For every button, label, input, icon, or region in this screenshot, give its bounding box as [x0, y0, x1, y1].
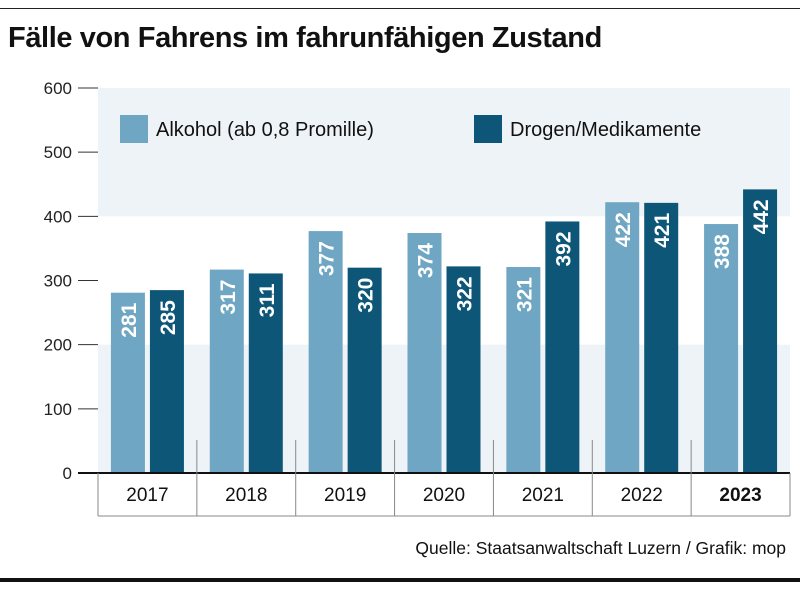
bar-drogen-2018	[248, 273, 283, 473]
bar-alkohol-2021	[506, 267, 541, 473]
y-tick-label: 400	[44, 207, 72, 226]
legend: Alkohol (ab 0,8 Promille) Drogen/Medikame…	[120, 115, 701, 143]
bar-drogen-2022	[644, 202, 679, 473]
x-tick-label: 2018	[225, 485, 267, 506]
legend-swatch-alkohol	[120, 115, 148, 143]
bar-drogen-2020	[446, 266, 481, 473]
bar-value-label: 285	[157, 300, 180, 335]
bar-alkohol-2018	[209, 269, 244, 473]
bar-value-label: 388	[711, 234, 734, 269]
legend-swatch-drogen	[474, 115, 502, 143]
x-tick-label: 2023	[719, 485, 761, 506]
y-tick-label: 200	[44, 336, 72, 355]
x-tick-label: 2017	[126, 485, 168, 506]
bar-value-label: 374	[415, 243, 438, 278]
bar-drogen-2019	[347, 267, 382, 473]
bar-value-label: 311	[256, 283, 279, 317]
bar-alkohol-2023	[704, 224, 739, 473]
y-tick-label: 100	[44, 400, 72, 419]
bar-alkohol-2020	[407, 233, 442, 473]
y-tick-label: 0	[63, 464, 72, 483]
bar-value-label: 317	[217, 280, 240, 315]
bar-value-label: 322	[454, 276, 477, 311]
top-rule	[0, 8, 800, 9]
bar-alkohol-2022	[605, 202, 640, 473]
bar-value-label: 422	[612, 212, 635, 247]
y-axis: 0 100 200 300 400 500 600	[44, 79, 72, 483]
bar-value-label: 442	[750, 199, 773, 234]
y-tick-label: 300	[44, 272, 72, 291]
legend-label-drogen: Drogen/Medikamente	[510, 119, 701, 141]
y-tick-label: 600	[44, 79, 72, 98]
background-band	[98, 344, 790, 473]
bottom-rule	[0, 578, 800, 582]
bar-value-label: 392	[552, 231, 575, 266]
bar-value-label: 377	[316, 241, 339, 276]
bar-alkohol-2019	[308, 231, 343, 473]
bar-drogen-2023	[743, 189, 778, 473]
bars: 281 285 317 311 377 320 374 322 321 392 422 421 388 4…	[110, 189, 778, 473]
source-note: Quelle: Staatsanwaltschaft Luzern / Graf…	[415, 538, 786, 558]
x-tick-label: 2019	[324, 485, 366, 506]
gridlines	[78, 87, 98, 474]
bar-alkohol-2017	[110, 292, 145, 473]
bar-value-label: 281	[118, 302, 141, 337]
bar-value-label: 321	[513, 277, 536, 312]
background-band	[98, 88, 790, 217]
x-tick-label: 2021	[522, 485, 564, 506]
background-bands	[98, 88, 790, 473]
x-axis: 2017 2018 2019 2020 2021 2022 2023	[78, 440, 791, 517]
bar-drogen-2017	[149, 290, 184, 473]
y-tick-label: 500	[44, 143, 72, 162]
x-tick-label: 2022	[621, 485, 663, 506]
bar-value-label: 421	[651, 213, 674, 248]
bar-value-label: 320	[355, 278, 378, 313]
chart-title: Fälle von Fahrens im fahrunfähigen Zusta…	[8, 22, 602, 54]
x-tick-label: 2020	[423, 485, 465, 506]
bar-drogen-2021	[545, 221, 580, 473]
legend-label-alkohol: Alkohol (ab 0,8 Promille)	[156, 119, 374, 141]
